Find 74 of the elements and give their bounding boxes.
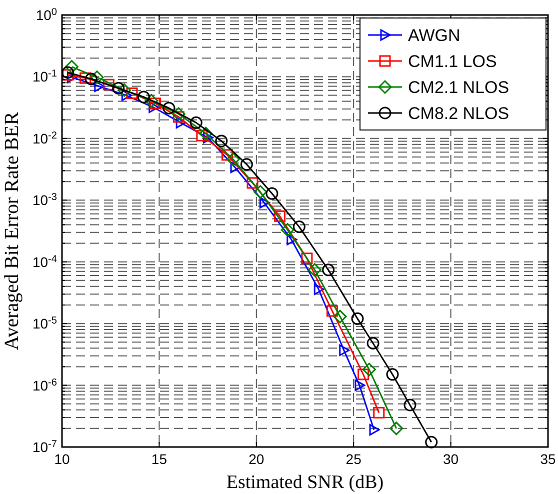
point [254,185,268,199]
point [62,69,74,81]
point [322,264,335,276]
legend-label: CM2.1 NLOS [408,78,510,97]
point [90,70,104,84]
point [366,336,380,350]
point [199,126,213,140]
point [172,111,184,123]
point [351,312,364,325]
y-tick-label: 10$^{-2}$ [32,130,58,146]
point [84,72,98,86]
y-tick-label: 10$^{-3}$ [32,192,58,208]
y-tick-label: 10$^{-6}$ [32,376,58,394]
y-tick-label: 10$^{-5}$ [32,315,58,332]
point [425,436,438,448]
y-tick-label: 10$^{-1}$ [32,68,58,85]
point [274,210,286,222]
point [386,368,399,381]
point [126,87,138,99]
point [266,187,278,200]
x-axis-title: Estimated SNR (dB) [226,472,384,493]
point [226,152,240,166]
point [373,406,385,418]
legend-label: AWGN [408,26,460,45]
point [62,66,74,79]
point [308,263,322,277]
point [64,60,78,74]
point [246,177,258,189]
point [172,107,186,121]
point [176,116,186,128]
point [203,132,214,144]
x-tick-label: 35 [540,451,556,467]
point [137,90,150,104]
x-tick-label: 25 [346,451,362,467]
point [404,398,416,412]
point [230,162,241,174]
point [112,82,125,95]
point [148,102,160,114]
point [144,94,158,108]
point [117,83,131,97]
point [66,72,78,84]
point [94,80,105,92]
y-axis-title: Averaged Bit Error Rate BER [1,111,23,350]
x-tick-label: 15 [151,451,168,467]
legend-label: CM1.1 LOS [408,52,497,71]
point [196,130,208,142]
point [390,422,404,436]
point [150,98,162,110]
point [221,149,233,161]
point [358,368,370,380]
y-tick-label: 10$^{0}$ [36,6,58,23]
point [80,72,92,84]
point [339,344,350,356]
point [314,283,324,295]
x-tick-label: 20 [248,451,264,467]
point [292,220,306,234]
point [286,234,298,246]
legend-label: CM8.2 NLOS [408,104,510,123]
point [215,134,228,148]
point [333,310,347,324]
point [280,223,294,237]
point [259,196,270,208]
point [362,362,376,376]
point [326,305,338,317]
point [354,380,366,392]
point [121,90,132,102]
point [240,158,253,171]
point [162,102,176,114]
point [369,424,380,436]
point [190,116,202,129]
point [301,252,313,264]
x-tick-label: 30 [443,451,459,467]
y-tick-label: 10$^{-4}$ [32,253,58,270]
point [102,78,114,90]
